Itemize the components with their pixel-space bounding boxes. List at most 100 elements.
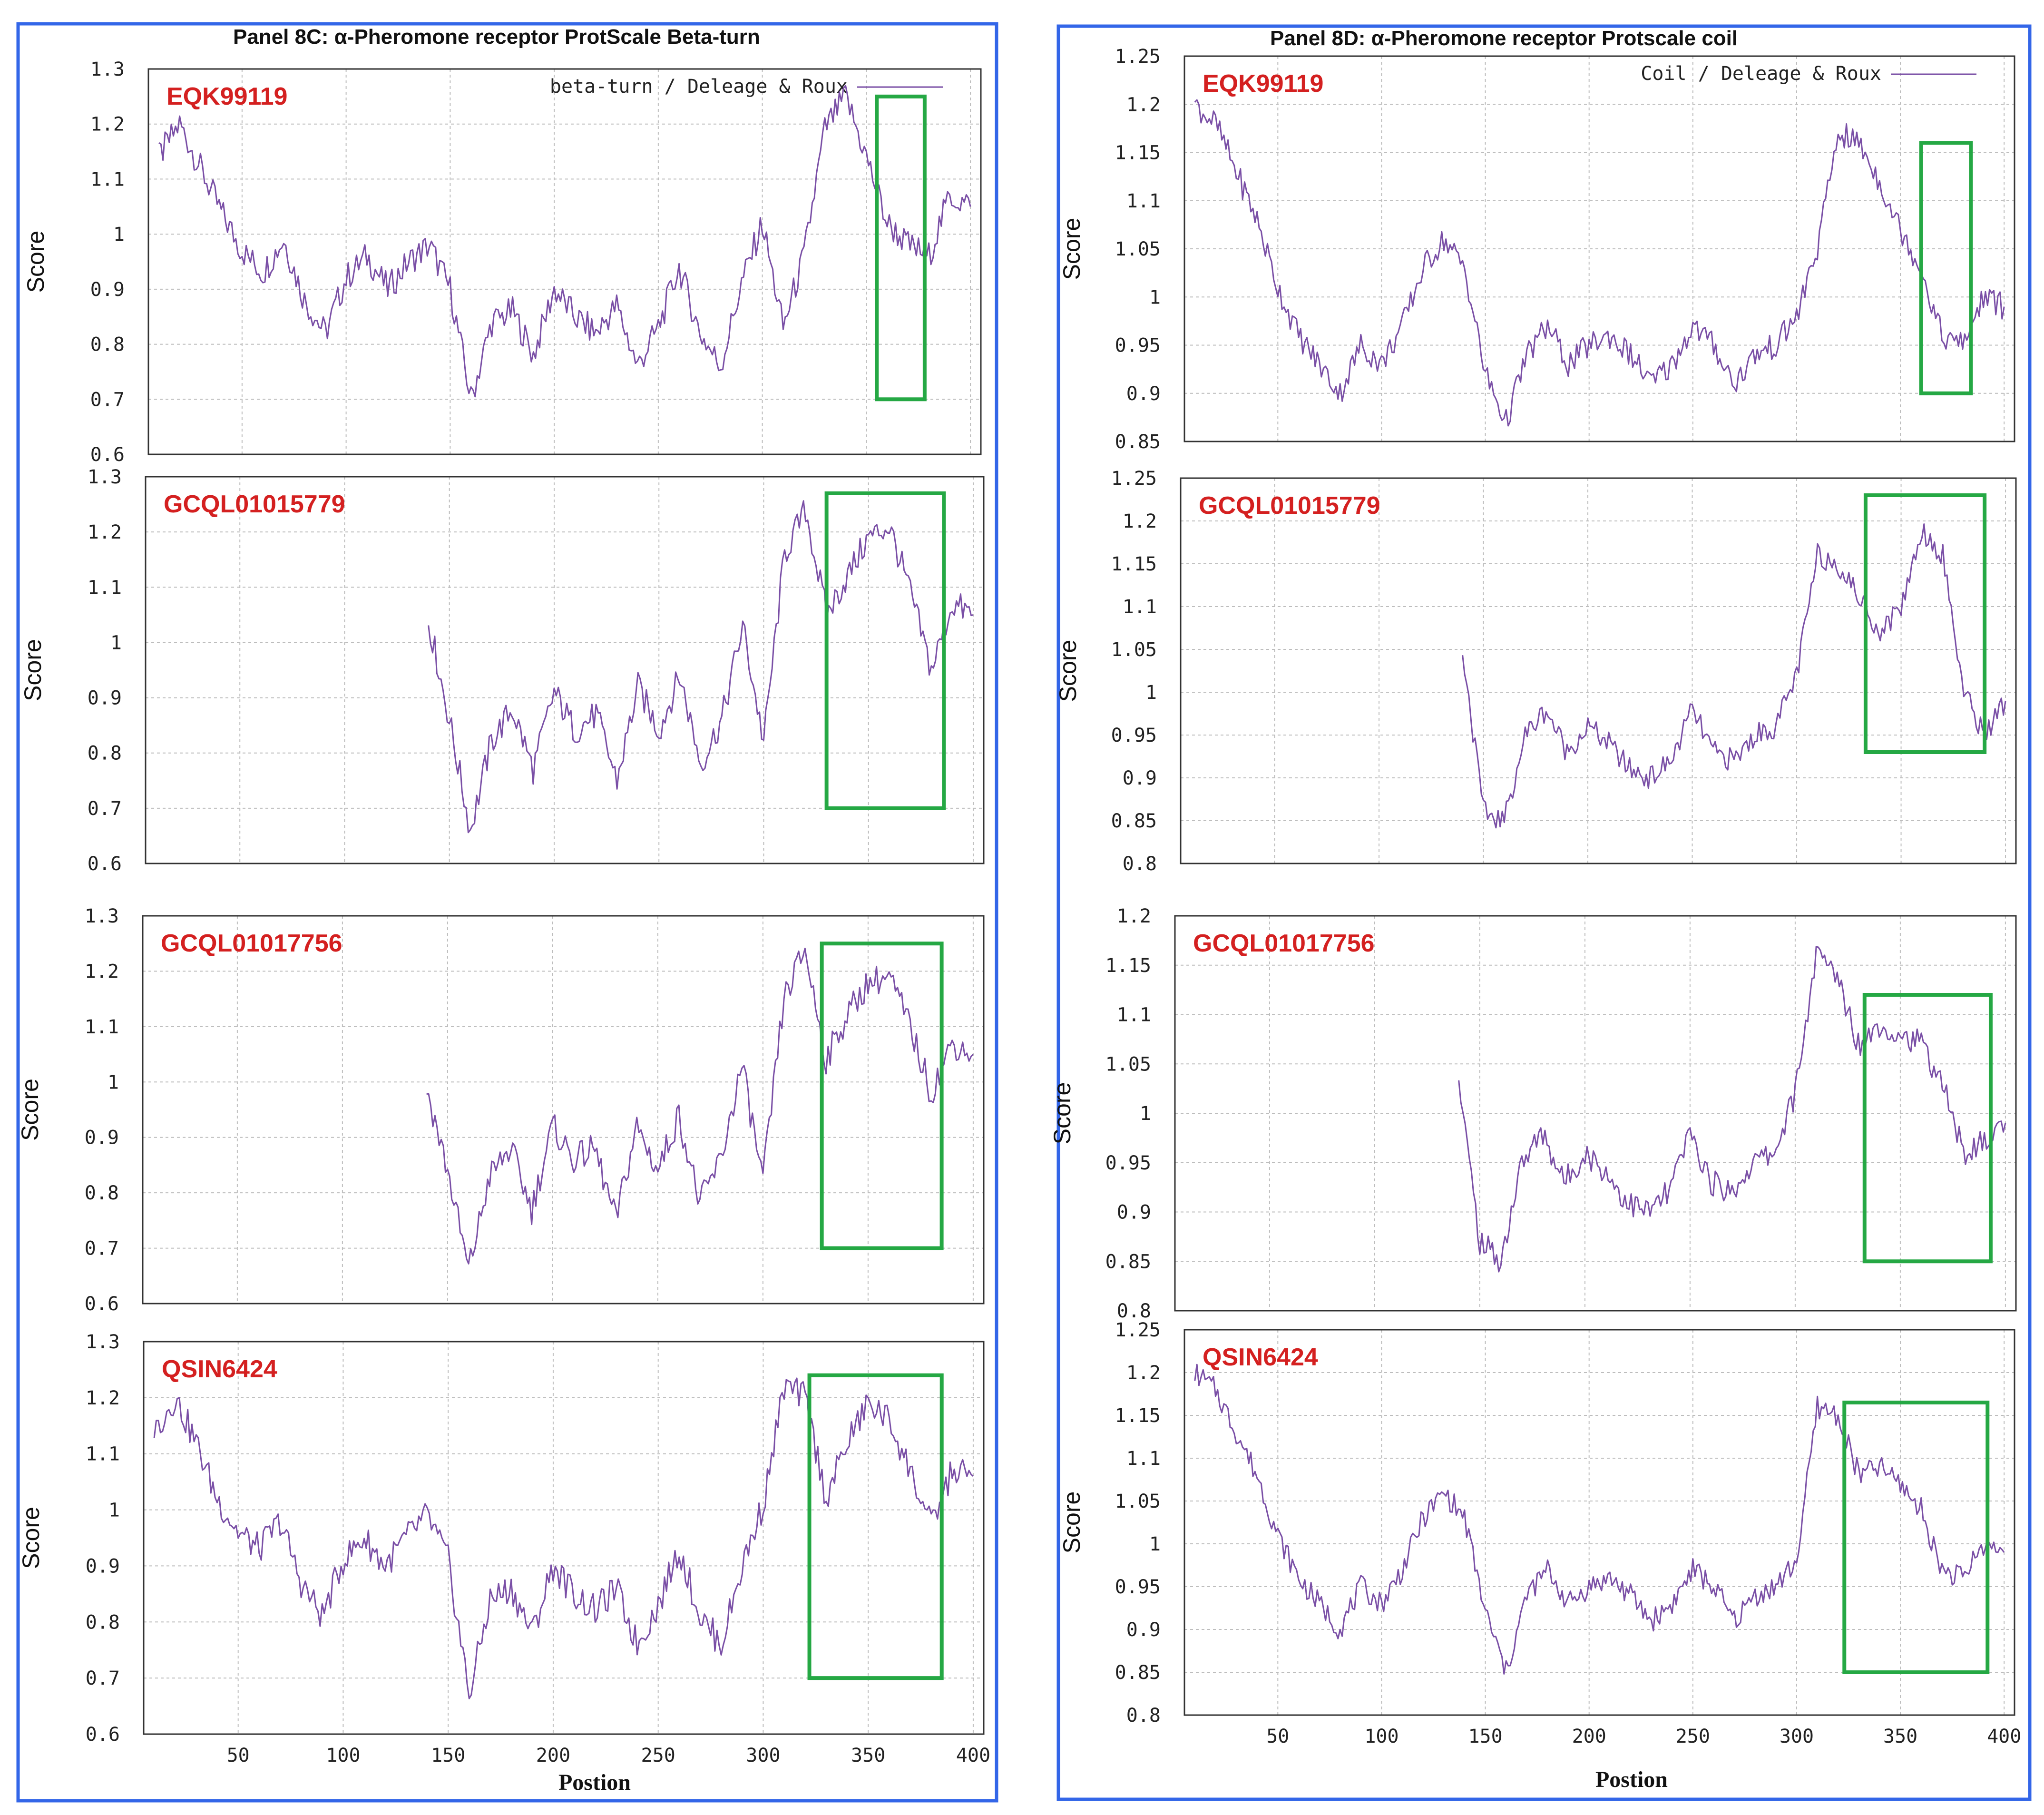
x-tick-label: 150: [1468, 1726, 1502, 1747]
highlight-box: [807, 1373, 944, 1680]
y-tick-label: 1.05: [1115, 1491, 1161, 1512]
sequence-label: GCQL01015779: [164, 491, 345, 518]
y-tick-label: 1.2: [1117, 905, 1151, 927]
y-tick-label: 1: [1145, 682, 1157, 704]
plot-frame: [143, 1341, 985, 1735]
y-tick-label: 1.25: [1115, 46, 1161, 68]
y-axis-title: Score: [1058, 218, 1085, 280]
y-tick-label: 1: [108, 1071, 119, 1093]
y-tick-label: 0.7: [90, 389, 125, 411]
y-tick-label: 0.95: [1105, 1152, 1151, 1174]
y-tick-label: 1.1: [1126, 1448, 1161, 1470]
y-tick-label: 0.95: [1115, 1576, 1161, 1598]
y-tick-label: 0.8: [86, 1611, 120, 1633]
plot-frame: [147, 68, 982, 455]
y-tick-label: 0.8: [85, 1182, 119, 1204]
x-tick-label: 400: [1987, 1726, 2021, 1747]
x-tick-label: 200: [1572, 1726, 1606, 1747]
y-tick-label: 1.2: [1123, 510, 1157, 532]
legend-label: beta-turn / Deleage & Roux: [550, 76, 848, 98]
sequence-label: GCQL01015779: [1199, 492, 1380, 520]
panel-8d-x-axis-title: Postion: [1595, 1767, 1668, 1792]
y-tick-label: 1: [113, 224, 125, 245]
sequence-label: QSIN6424: [162, 1355, 277, 1383]
plot-1-0: 1.25 1.2 1.15 1.1 1.05 1 0.95 0.9 0.85 Score EQK99…: [1058, 46, 2015, 453]
x-tick-label: 100: [326, 1745, 360, 1766]
plot-0-0: 1.3 1.2 1.1 1 0.9 0.8 0.7 0.6 Score EQK99119 beta-…: [22, 59, 982, 466]
highlight-box: [820, 942, 944, 1250]
y-axis-title: Score: [1055, 640, 1081, 702]
plot-1-2: 1.2 1.15 1.1 1.05 1 0.95 0.9 0.85 0.8 Score GCQL01…: [1049, 905, 2017, 1322]
x-tick-label: 400: [956, 1745, 990, 1766]
y-tick-label: 0.6: [88, 853, 122, 875]
y-tick-label: 1: [1140, 1103, 1151, 1125]
y-tick-label: 1.25: [1115, 1319, 1161, 1341]
y-tick-label: 1.2: [85, 961, 119, 982]
series-line: [428, 500, 974, 834]
plot-frame: [1174, 915, 2017, 1312]
x-tick-label: 50: [1266, 1726, 1289, 1747]
y-tick-label: 0.6: [90, 444, 125, 466]
highlight-box: [824, 491, 946, 810]
y-tick-label: 0.95: [1115, 335, 1161, 357]
y-tick-label: 0.7: [85, 1238, 119, 1260]
y-tick-label: 1: [1149, 286, 1161, 308]
y-tick-label: 1.2: [1126, 94, 1161, 116]
highlight-box: [1862, 993, 1993, 1264]
y-tick-label: 0.9: [1117, 1202, 1151, 1224]
y-tick-label: 1.1: [85, 1016, 119, 1038]
y-tick-label: 0.8: [1126, 1705, 1161, 1727]
x-tick-label: 250: [641, 1745, 675, 1766]
y-tick-label: 0.9: [86, 1555, 120, 1577]
plot-frame: [1180, 477, 2017, 864]
plot-1-1: 1.25 1.2 1.15 1.1 1.05 1 0.95 0.9 0.85 0.8 Score GC…: [1055, 468, 2017, 875]
y-tick-label: 1.1: [90, 168, 125, 190]
y-tick-label: 1.1: [1117, 1004, 1151, 1026]
series-line: [1194, 99, 2005, 427]
y-tick-label: 1.15: [1105, 955, 1151, 977]
series-line: [153, 1377, 974, 1699]
y-tick-label: 0.95: [1111, 725, 1157, 746]
y-tick-label: 0.85: [1105, 1251, 1151, 1273]
y-tick-label: 1: [108, 1500, 120, 1521]
y-tick-label: 1: [1149, 1533, 1161, 1555]
sequence-label: GCQL01017756: [1193, 930, 1375, 957]
highlight-box: [875, 94, 927, 402]
y-tick-label: 1.15: [1115, 142, 1161, 164]
y-axis-title: Score: [1049, 1082, 1076, 1145]
plot-frame: [145, 476, 985, 864]
y-tick-label: 1.2: [86, 1387, 120, 1409]
highlight-box: [1863, 493, 1987, 754]
highlight-box: [1919, 141, 1973, 395]
y-tick-label: 0.85: [1115, 431, 1161, 453]
x-tick-label: 150: [431, 1745, 465, 1766]
y-axis-title: Score: [17, 1079, 43, 1141]
y-tick-label: 0.8: [90, 334, 125, 356]
y-tick-label: 1.3: [90, 59, 125, 80]
y-tick-label: 1.15: [1111, 553, 1157, 575]
y-tick-label: 0.8: [1123, 853, 1157, 875]
y-tick-label: 1.3: [86, 1331, 120, 1353]
highlight-box: [1842, 1401, 1990, 1674]
y-tick-label: 1.05: [1115, 238, 1161, 260]
plot-0-1: 1.3 1.2 1.1 1 0.9 0.8 0.7 0.6 Score GCQL01015779: [20, 466, 985, 875]
y-tick-label: 0.8: [1117, 1300, 1151, 1322]
sequence-label: EQK99119: [166, 83, 287, 110]
x-tick-label: 300: [746, 1745, 780, 1766]
y-tick-label: 1.3: [88, 466, 122, 488]
y-axis-title: Score: [1058, 1491, 1085, 1554]
series-line: [426, 947, 974, 1265]
y-tick-label: 1.1: [1126, 190, 1161, 212]
y-tick-label: 1.2: [1126, 1362, 1161, 1384]
plot-frame: [1183, 55, 2015, 442]
y-axis-title: Score: [20, 639, 46, 701]
y-tick-label: 0.6: [86, 1724, 120, 1746]
y-tick-label: 0.9: [1126, 383, 1161, 405]
y-tick-label: 1.2: [88, 521, 122, 543]
y-tick-label: 1.1: [86, 1443, 120, 1465]
plot-frame: [142, 915, 985, 1305]
plot-frame: [1183, 1329, 2015, 1716]
panel-8d-frame: [1056, 24, 2032, 1801]
plot-1-3: 1.25 1.2 1.15 1.1 1.05 1 0.95 0.9 0.85 0.8 50 100 15…: [1058, 1319, 2021, 1747]
